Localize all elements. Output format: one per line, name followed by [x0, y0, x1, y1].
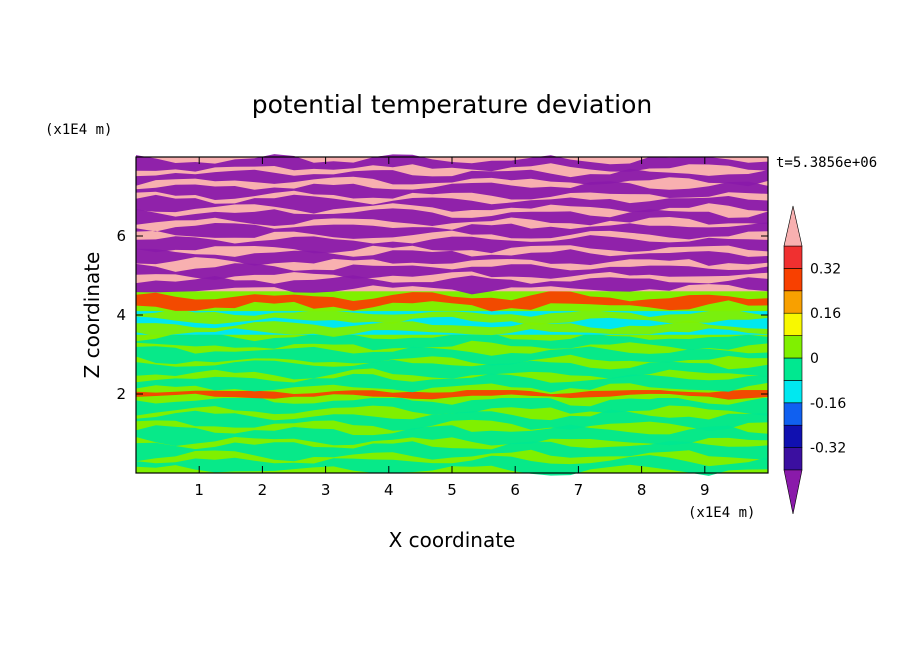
colorbar-swatch	[783, 447, 803, 471]
x-tick-label: 9	[700, 481, 710, 499]
colorbar-tick-label: 0.32	[810, 261, 841, 277]
colorbar	[783, 205, 803, 515]
y-tick-label: 6	[116, 227, 126, 245]
colorbar-upper-triangle	[783, 205, 803, 247]
contour-band	[136, 194, 768, 214]
contour-band	[136, 291, 768, 312]
contour-band	[136, 222, 768, 240]
contour-band	[136, 275, 768, 295]
x-tick-label: 5	[447, 481, 457, 499]
colorbar-tick-label: -0.32	[810, 441, 846, 457]
contour-band	[136, 359, 768, 380]
contour-band	[136, 208, 768, 226]
contour-band	[136, 320, 768, 337]
contour-band	[136, 181, 768, 200]
contour-band	[136, 331, 768, 351]
contour-band	[136, 424, 768, 446]
y-tick-label: 4	[116, 306, 126, 324]
colorbar-swatch	[783, 357, 803, 381]
contour-band	[136, 308, 768, 326]
x-tick-label: 4	[384, 481, 394, 499]
x-tick-label: 2	[258, 481, 268, 499]
colorbar-swatch	[783, 312, 803, 336]
colorbar-swatch	[783, 290, 803, 314]
colorbar-tick-label: 0	[810, 351, 819, 367]
contour-band	[136, 346, 768, 366]
x-tick-label: 8	[637, 481, 647, 499]
x-tick-label: 7	[574, 481, 584, 499]
colorbar-tick-label: -0.16	[810, 396, 846, 412]
contour-band	[136, 455, 768, 476]
colorbar-swatch	[783, 268, 803, 292]
contour-band	[136, 263, 768, 280]
y-unit-label: (x1E4 m)	[45, 122, 112, 138]
colorbar-swatch	[783, 335, 803, 359]
contour-band	[136, 409, 768, 431]
y-tick-label: 2	[116, 385, 126, 403]
colorbar-labels: 0.32 0.16 0 -0.16 -0.32	[810, 261, 846, 456]
contour-band	[136, 373, 768, 393]
x-tick-label: 1	[194, 481, 204, 499]
time-label: t=5.3856e+06	[776, 155, 877, 171]
contour-band	[136, 235, 768, 254]
chart-title: potential temperature deviation	[252, 90, 652, 119]
y-axis-label: Z coordinate	[80, 252, 104, 379]
contour-fill	[136, 154, 768, 476]
x-tick-label: 6	[510, 481, 520, 499]
x-axis: 1 2 3 4 5 6 7 8 9	[194, 157, 710, 499]
colorbar-swatch	[783, 380, 803, 404]
y-axis: 2 4 6	[116, 227, 768, 403]
x-unit-label: (x1E4 m)	[688, 505, 755, 521]
colorbar-lower-triangle	[783, 469, 803, 515]
colorbar-tick-label: 0.16	[810, 306, 841, 322]
colorbar-swatch	[783, 402, 803, 426]
contour-band	[136, 248, 768, 266]
contour-band	[136, 441, 768, 462]
contour-band	[136, 388, 768, 400]
plot-area	[135, 154, 769, 476]
colorbar-swatch	[783, 245, 803, 269]
colorbar-swatch	[783, 424, 803, 448]
x-tick-label: 3	[321, 481, 331, 499]
x-axis-label: X coordinate	[389, 528, 516, 552]
